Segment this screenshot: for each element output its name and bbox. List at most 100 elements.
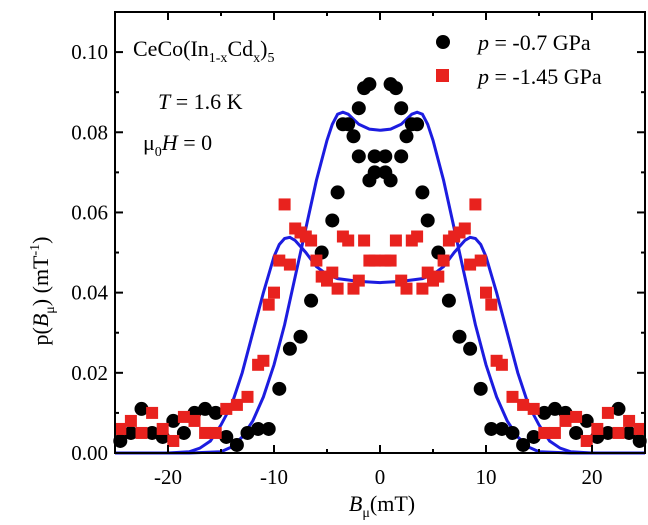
point-s1-10 <box>219 429 234 444</box>
point-s2-27 <box>326 266 339 279</box>
point-s2-62 <box>538 426 551 439</box>
point-s1-16 <box>282 341 297 356</box>
legend-2-var: p <box>476 64 489 89</box>
legend-label-series-2: p = -1.45 GPa <box>476 64 602 89</box>
point-s2-0 <box>114 422 127 435</box>
point-s1-37 <box>420 213 435 228</box>
point-s1-9 <box>208 405 223 420</box>
point-s1-46 <box>516 437 531 452</box>
point-s1-12 <box>240 425 255 440</box>
point-s2-28 <box>331 282 344 295</box>
y-tick-label-0: 0.00 <box>71 441 108 465</box>
point-s1-20 <box>325 213 340 228</box>
temperature-rest: = 1.6 K <box>170 89 242 114</box>
point-s1-28 <box>367 165 382 180</box>
y-axis-title-rest: ) (mT <box>28 255 53 306</box>
point-s2-47 <box>437 254 450 267</box>
point-s2-42 <box>411 230 424 243</box>
point-s1-54 <box>600 425 615 440</box>
point-s2-63 <box>548 426 561 439</box>
field-rest: = 0 <box>178 130 212 155</box>
point-s1-61 <box>378 149 393 164</box>
field-sub: 0 <box>155 145 162 160</box>
point-s1-13 <box>251 421 266 436</box>
point-s2-70 <box>623 414 636 427</box>
compound-mid: Cd <box>227 36 253 61</box>
point-s2-59 <box>506 390 519 403</box>
point-s1-47 <box>526 429 541 444</box>
point-s1-11 <box>229 437 244 452</box>
point-s2-17 <box>273 254 286 267</box>
point-s2-35 <box>368 254 381 267</box>
point-s2-40 <box>400 282 413 295</box>
legend-1-rest: = -0.7 GPa <box>489 30 591 55</box>
y-axis-title-sub: μ <box>43 306 58 314</box>
point-s1-18 <box>304 293 319 308</box>
point-s1-33 <box>399 129 414 144</box>
point-s1-24 <box>346 129 361 144</box>
point-s1-30 <box>383 173 398 188</box>
temperature-annotation: T = 1.6 K <box>158 89 243 114</box>
point-s2-66 <box>580 434 593 447</box>
point-s1-1 <box>123 425 138 440</box>
point-s2-71 <box>633 422 646 435</box>
compound-sub1: 1-x <box>209 51 228 66</box>
field-annotation: μ0H = 0 <box>143 130 212 160</box>
point-s1-57 <box>632 433 647 448</box>
point-s1-8 <box>198 401 213 416</box>
point-s2-1 <box>124 414 137 427</box>
fit-curve-2 <box>115 235 645 455</box>
field-mu: μ <box>143 130 155 155</box>
point-s2-67 <box>591 422 604 435</box>
x-axis-title: Bμ(mT) <box>349 491 415 521</box>
point-s2-10 <box>220 402 233 415</box>
axis-ticks <box>114 12 646 454</box>
point-s1-2 <box>134 401 149 416</box>
point-s2-54 <box>474 254 487 267</box>
point-s1-23 <box>341 117 356 132</box>
point-s1-32 <box>394 149 409 164</box>
y-tick-label-1: 0.02 <box>71 361 108 385</box>
fit-curves <box>115 110 645 455</box>
axis-tick-labels: -20 -10 0 10 20 0.00 0.02 0.04 0.06 0.08 0.10 <box>71 40 602 489</box>
point-s2-8 <box>199 426 212 439</box>
point-s1-25 <box>351 149 366 164</box>
x-axis-title-var: B <box>349 491 362 516</box>
point-s2-55 <box>480 286 492 299</box>
compound-post: ) <box>260 36 267 61</box>
legend-marker-square <box>436 69 449 82</box>
point-s1-14 <box>261 421 276 436</box>
point-s2-18 <box>278 198 291 211</box>
y-axis-title-sup: -1 <box>28 244 43 256</box>
point-s2-4 <box>156 422 169 435</box>
y-axis-title-var: B <box>28 314 53 327</box>
fit-curve-1 <box>115 110 645 455</box>
x-tick-label-1: -10 <box>260 465 288 489</box>
point-s1-40 <box>452 329 467 344</box>
compound-pre: CeCo(In <box>133 36 209 61</box>
point-s2-68 <box>601 406 614 419</box>
point-s2-51 <box>458 222 471 235</box>
point-s1-51 <box>569 425 584 440</box>
point-s1-45 <box>505 425 520 440</box>
point-s2-15 <box>262 298 275 311</box>
point-s1-21 <box>330 185 345 200</box>
point-s2-23 <box>305 234 318 247</box>
legend-1-var: p <box>476 30 489 55</box>
point-s2-6 <box>177 410 190 423</box>
point-s2-46 <box>432 270 445 283</box>
point-s2-43 <box>416 282 429 295</box>
point-s2-61 <box>527 402 540 415</box>
point-s1-52 <box>579 413 594 428</box>
point-s2-65 <box>570 410 583 423</box>
point-s1-5 <box>166 413 181 428</box>
y-tick-label-4: 0.08 <box>71 120 108 144</box>
point-s1-42 <box>473 381 488 396</box>
point-s1-62 <box>362 77 377 92</box>
compound-sub2: x <box>253 51 260 66</box>
point-s1-43 <box>484 421 499 436</box>
point-s2-37 <box>384 254 397 267</box>
point-s2-2 <box>135 426 148 439</box>
y-axis-title-end: ) <box>28 237 53 244</box>
